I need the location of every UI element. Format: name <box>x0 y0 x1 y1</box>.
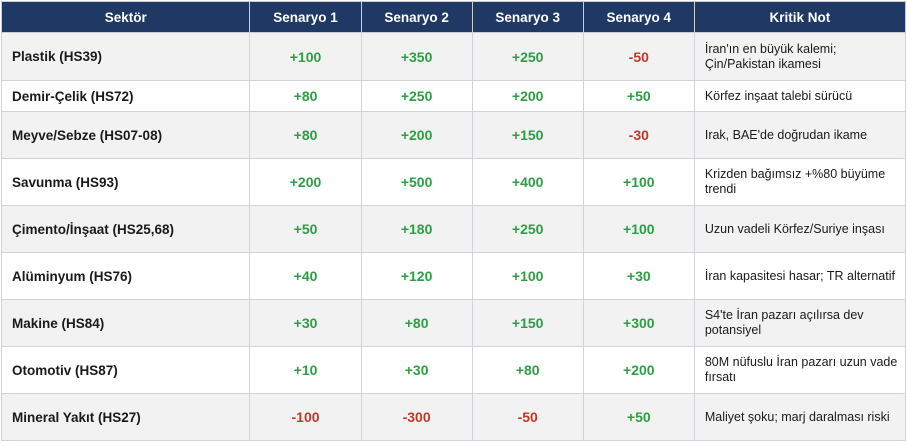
sector-cell: Çimento/İnşaat (HS25,68) <box>0 205 251 253</box>
sector-cell: Meyve/Sebze (HS07-08) <box>0 111 251 159</box>
table-row: Mineral Yakıt (HS27) -100 -300 -50 +50 Maliye… <box>0 393 907 441</box>
scenario-4-value: +200 <box>582 346 695 394</box>
scenario-2-value: +250 <box>360 80 473 112</box>
table-row: Savunma (HS93) +200 +500 +400 +100 Krizden ba… <box>0 158 907 206</box>
scenario-4-value: +30 <box>582 252 695 300</box>
scenario-1-value: -100 <box>249 393 362 441</box>
critical-note-cell: Krizden bağımsız +%80 büyüme trendi <box>693 158 907 206</box>
scenario-3-value: +250 <box>471 205 584 253</box>
header-critical-note: Kritik Not <box>693 1 907 33</box>
scenario-4-value: +100 <box>582 205 695 253</box>
table-row: Çimento/İnşaat (HS25,68) +50 +180 +250 +100 U… <box>0 205 907 253</box>
scenario-4-value: +300 <box>582 299 695 347</box>
critical-note-cell: Irak, BAE'de doğrudan ikame <box>693 111 907 159</box>
scenario-1-value: +10 <box>249 346 362 394</box>
scenario-1-value: +80 <box>249 80 362 112</box>
scenario-3-value: +200 <box>471 80 584 112</box>
sector-cell: Makine (HS84) <box>0 299 251 347</box>
table-header: Sektör Senaryo 1 Senaryo 2 Senaryo 3 Sen… <box>0 1 907 33</box>
scenario-3-value: +100 <box>471 252 584 300</box>
scenario-2-value: +80 <box>360 299 473 347</box>
scenario-3-value: +400 <box>471 158 584 206</box>
header-scenario-1: Senaryo 1 <box>249 1 362 33</box>
critical-note-cell: Körfez inşaat talebi sürücü <box>693 80 907 112</box>
table-row: Makine (HS84) +30 +80 +150 +300 S4'te İran pa… <box>0 299 907 347</box>
scenario-2-value: +120 <box>360 252 473 300</box>
scenario-3-value: +250 <box>471 32 584 81</box>
scenario-2-value: +30 <box>360 346 473 394</box>
table-row: Plastik (HS39) +100 +350 +250 -50 İran'ın en … <box>0 32 907 81</box>
scenario-2-value: +500 <box>360 158 473 206</box>
scenario-3-value: +150 <box>471 299 584 347</box>
table-body: Plastik (HS39) +100 +350 +250 -50 İran'ın en … <box>0 32 907 441</box>
header-row: Sektör Senaryo 1 Senaryo 2 Senaryo 3 Sen… <box>0 1 907 33</box>
critical-note-cell: Uzun vadeli Körfez/Suriye inşası <box>693 205 907 253</box>
scenario-1-value: +200 <box>249 158 362 206</box>
scenario-1-value: +50 <box>249 205 362 253</box>
scenario-3-value: -50 <box>471 393 584 441</box>
scenario-3-value: +150 <box>471 111 584 159</box>
scenario-1-value: +30 <box>249 299 362 347</box>
scenario-1-value: +100 <box>249 32 362 81</box>
table-row: Demir-Çelik (HS72) +80 +250 +200 +50 Körfez i… <box>0 80 907 112</box>
sector-cell: Alüminyum (HS76) <box>0 252 251 300</box>
sector-cell: Demir-Çelik (HS72) <box>0 80 251 112</box>
table-row: Otomotiv (HS87) +10 +30 +80 +200 80M nüfuslu … <box>0 346 907 394</box>
scenario-4-value: -50 <box>582 32 695 81</box>
scenario-2-value: +200 <box>360 111 473 159</box>
sector-cell: Mineral Yakıt (HS27) <box>0 393 251 441</box>
table-row: Alüminyum (HS76) +40 +120 +100 +30 İran kapas… <box>0 252 907 300</box>
sector-cell: Savunma (HS93) <box>0 158 251 206</box>
scenario-4-value: +50 <box>582 393 695 441</box>
scenario-2-value: -300 <box>360 393 473 441</box>
scenario-3-value: +80 <box>471 346 584 394</box>
table-row: Meyve/Sebze (HS07-08) +80 +200 +150 -30 Irak,… <box>0 111 907 159</box>
sector-cell: Plastik (HS39) <box>0 32 251 81</box>
scenario-4-value: -30 <box>582 111 695 159</box>
critical-note-cell: İran'ın en büyük kalemi; Çin/Pakistan ik… <box>693 32 907 81</box>
sector-cell: Otomotiv (HS87) <box>0 346 251 394</box>
header-scenario-2: Senaryo 2 <box>360 1 473 33</box>
scenario-4-value: +50 <box>582 80 695 112</box>
scenario-2-value: +180 <box>360 205 473 253</box>
critical-note-cell: İran kapasitesi hasar; TR alternatif <box>693 252 907 300</box>
scenario-1-value: +40 <box>249 252 362 300</box>
header-scenario-4: Senaryo 4 <box>582 1 695 33</box>
header-scenario-3: Senaryo 3 <box>471 1 584 33</box>
critical-note-cell: 80M nüfuslu İran pazarı uzun vade fırsat… <box>693 346 907 394</box>
scenario-1-value: +80 <box>249 111 362 159</box>
critical-note-cell: Maliyet şoku; marj daralması riski <box>693 393 907 441</box>
critical-note-cell: S4'te İran pazarı açılırsa dev potansiye… <box>693 299 907 347</box>
header-sector: Sektör <box>0 1 251 33</box>
scenario-4-value: +100 <box>582 158 695 206</box>
scenario-2-value: +350 <box>360 32 473 81</box>
